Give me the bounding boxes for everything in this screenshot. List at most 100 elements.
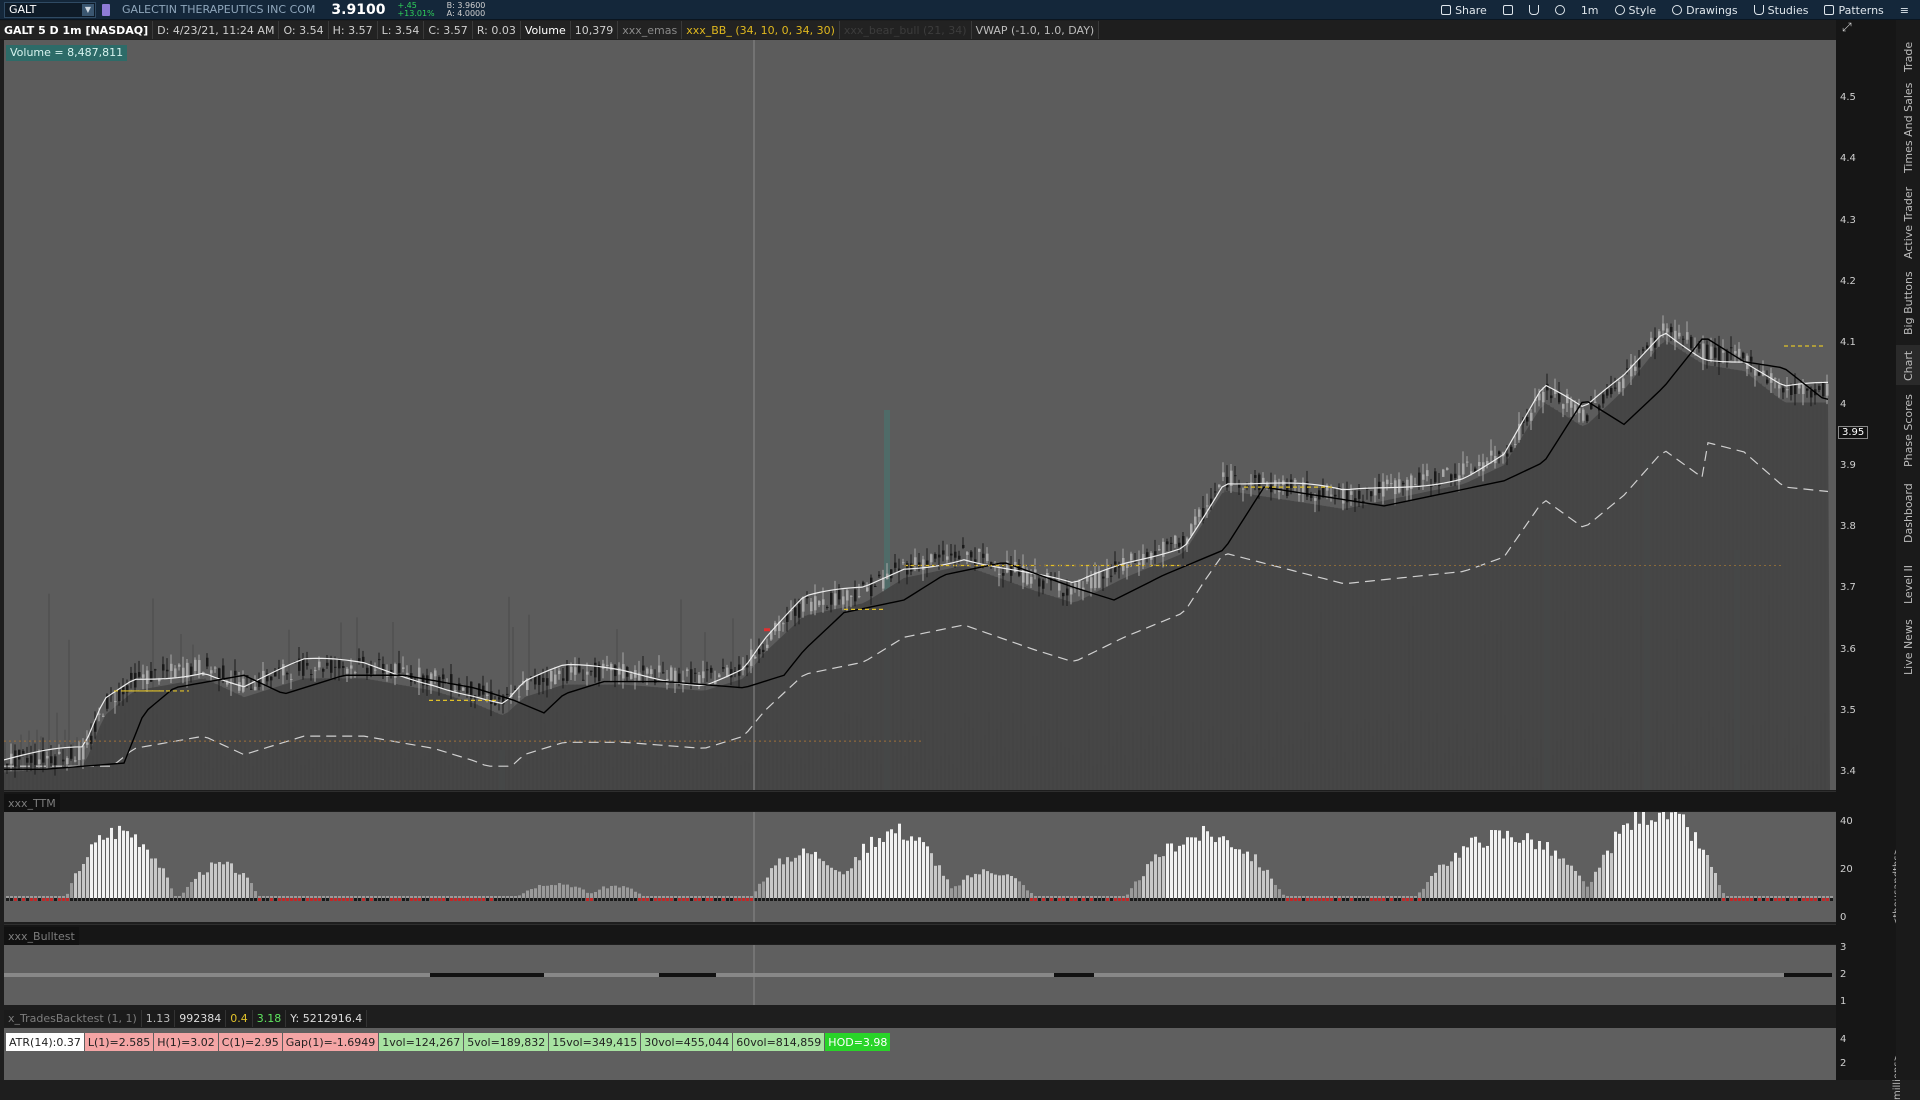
style-button[interactable]: Style [1608, 0, 1664, 20]
side-tab-dashboard[interactable]: Dashboard [1896, 477, 1920, 547]
squeeze-dot [1246, 898, 1249, 901]
bb-study-label[interactable]: xxx_BB_ (34, 10, 0, 34, 30) [682, 21, 840, 39]
squeeze-dot [1734, 898, 1737, 901]
squeeze-dot [150, 898, 153, 901]
menu-button[interactable]: ≡ [1893, 0, 1916, 20]
squeeze-dot [1518, 898, 1521, 901]
pane-separator[interactable] [4, 924, 1836, 944]
backtest-value-2: 992384 [175, 1010, 227, 1027]
ttm-bar [262, 896, 265, 898]
emas-study-label[interactable]: xxx_emas [618, 21, 683, 39]
ttm-bar [1146, 864, 1149, 898]
squeeze-dot [874, 898, 877, 901]
axis-toggle-icon[interactable]: ⤢ [1842, 20, 1852, 34]
squeeze-dot [846, 898, 849, 901]
squeeze-dot [754, 898, 757, 901]
squeeze-dot [1626, 898, 1629, 901]
price-chart-pane[interactable] [4, 40, 1836, 790]
side-tab-active-trader[interactable]: Active Trader [1896, 183, 1920, 263]
pane-separator[interactable] [4, 791, 1836, 811]
squeeze-dot [566, 898, 569, 901]
bulltest-canvas[interactable] [4, 945, 1836, 1005]
hamburger-icon: ≡ [1899, 3, 1909, 17]
settings-button[interactable] [1548, 0, 1572, 20]
squeeze-dot [862, 898, 865, 901]
squeeze-dot [1382, 898, 1385, 901]
ttm-bar [326, 896, 329, 898]
ttm-bar [402, 896, 405, 898]
vwap-study-label[interactable]: VWAP (-1.0, 1.0, DAY) [971, 21, 1100, 39]
squeeze-dot [1386, 898, 1389, 901]
squeeze-dot [518, 898, 521, 901]
screenshot-button[interactable] [1496, 0, 1520, 20]
squeeze-dot [850, 898, 853, 901]
chart-symbol-label[interactable]: GALT 5 D 1m [NASDAQ] [0, 21, 154, 39]
ttm-bar [906, 840, 909, 898]
ttm-bar [1622, 824, 1625, 898]
ttm-bar [926, 846, 929, 898]
squeeze-dot [906, 898, 909, 901]
share-button[interactable]: Share [1434, 0, 1494, 20]
ttm-bar [1762, 896, 1765, 898]
ttm-bar [878, 838, 881, 898]
ttm-bar [1594, 871, 1597, 898]
squeeze-dot [314, 898, 317, 901]
flask-button[interactable] [1522, 0, 1546, 20]
squeeze-dot [394, 898, 397, 901]
squeeze-dot [254, 898, 257, 901]
bear-bull-study-label[interactable]: xxx_bear_bull (21, 34) [839, 21, 972, 39]
interval-button[interactable]: 1m [1574, 0, 1606, 20]
chevron-down-icon[interactable]: ▼ [82, 3, 94, 16]
ttm-bar [618, 887, 621, 898]
squeeze-dot [290, 898, 293, 901]
squeeze-dot [970, 898, 973, 901]
squeeze-dot [586, 898, 589, 901]
ttm-bar [234, 872, 237, 898]
side-tab-level-ii[interactable]: Level II [1896, 553, 1920, 608]
ttm-pane[interactable] [4, 812, 1836, 922]
axis-tick: 3 [1840, 942, 1847, 953]
ttm-pane-label[interactable]: xxx_TTM [4, 794, 60, 812]
side-tab-chart[interactable]: Chart [1896, 345, 1920, 385]
volume-study-label[interactable]: Volume [520, 21, 571, 39]
backtest-study-label[interactable]: x_TradesBacktest (1, 1) [4, 1010, 142, 1027]
side-tab-times-and-sales[interactable]: Times And Sales [1896, 82, 1920, 177]
price-axis[interactable]: ⤢ 4.5 4.4 4.3 4.2 4.1 4 3.9 3.8 3.7 3.6 3.5 3.4 3.9… [1836, 20, 1903, 1100]
side-tab-trade[interactable]: Trade [1896, 26, 1920, 76]
symbol-input[interactable]: GALT ▼ [4, 1, 96, 18]
squeeze-dot [1022, 898, 1025, 901]
ttm-bar [1498, 830, 1501, 898]
atr-stat: ATR(14):0.37 [6, 1033, 84, 1051]
patterns-button[interactable]: Patterns [1817, 0, 1890, 20]
side-tab-phase-scores[interactable]: Phase Scores [1896, 391, 1920, 471]
ttm-bar [1166, 843, 1169, 898]
ttm-bar [70, 883, 73, 898]
side-tab-big-buttons[interactable]: Big Buttons [1896, 269, 1920, 339]
drawings-button[interactable]: Drawings [1665, 0, 1744, 20]
squeeze-dot [22, 898, 25, 901]
squeeze-dot [334, 898, 337, 901]
ttm-canvas[interactable] [4, 812, 1836, 922]
squeeze-dot [722, 898, 725, 901]
studies-button[interactable]: Studies [1747, 0, 1816, 20]
squeeze-dot [758, 898, 761, 901]
ttm-bar [418, 896, 421, 898]
ttm-bar [1274, 884, 1277, 898]
squeeze-dot [762, 898, 765, 901]
ttm-bar [1038, 896, 1041, 898]
link-color-icon[interactable] [102, 3, 110, 16]
ttm-bar [138, 847, 141, 898]
ttm-bar [794, 857, 797, 898]
squeeze-dot [242, 898, 245, 901]
bulltest-pane-label[interactable]: xxx_Bulltest [4, 927, 79, 945]
ttm-bar [1066, 896, 1069, 898]
bulltest-pane[interactable] [4, 945, 1836, 1005]
side-tab-live-news[interactable]: Live News [1896, 614, 1920, 679]
squeeze-dot [1606, 898, 1609, 901]
squeeze-dot [1102, 898, 1105, 901]
price-chart-canvas[interactable] [4, 40, 1836, 790]
ttm-bar [1074, 896, 1077, 898]
ttm-bar [758, 883, 761, 898]
squeeze-dot [1378, 898, 1381, 901]
ttm-bar [1246, 851, 1249, 898]
